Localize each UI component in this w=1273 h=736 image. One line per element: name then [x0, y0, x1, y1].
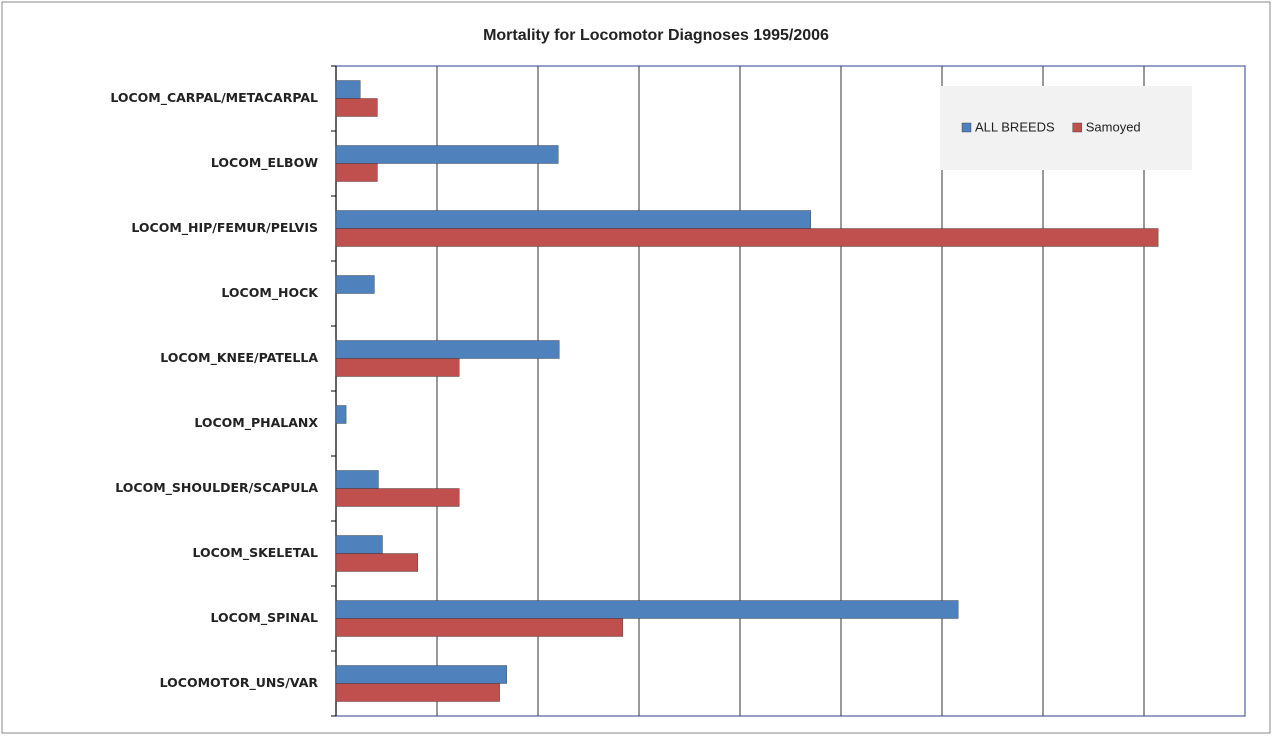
bar — [335, 488, 460, 507]
y-tick-label: LOCOM_SHOULDER/SCAPULA — [115, 480, 318, 496]
legend-label: Samoyed — [1086, 119, 1141, 134]
bar — [335, 535, 383, 554]
bar — [335, 98, 378, 117]
y-tick-label: LOCOM_SPINAL — [210, 610, 318, 626]
legend-swatch — [961, 122, 972, 133]
bar — [335, 618, 624, 637]
bar — [335, 210, 811, 229]
chart-title: Mortality for Locomotor Diagnoses 1995/2… — [483, 27, 829, 44]
legend-label: ALL BREEDS — [975, 119, 1055, 134]
y-tick-label: LOCOM_HOCK — [221, 285, 319, 301]
bar — [335, 145, 559, 164]
bar — [335, 600, 959, 619]
y-tick-label: LOCOM_PHALANX — [194, 415, 318, 431]
bar — [335, 163, 378, 182]
bar — [335, 228, 1159, 247]
y-tick-label: LOCOM_KNEE/PATELLA — [160, 350, 318, 366]
bar — [335, 340, 560, 359]
bar — [335, 358, 460, 377]
y-tick-label: LOCOM_ELBOW — [211, 155, 318, 171]
legend-box — [940, 86, 1192, 170]
bar — [335, 405, 347, 424]
legend-swatch — [1072, 122, 1082, 133]
bar — [335, 275, 375, 294]
bar — [335, 80, 361, 99]
y-tick-label: LOCOMOTOR_UNS/VAR — [160, 675, 319, 691]
bar — [335, 683, 500, 702]
y-tick-label: LOCOM_SKELETAL — [192, 545, 318, 561]
bar — [335, 665, 507, 684]
bar — [335, 470, 379, 489]
bar — [335, 553, 419, 572]
y-tick-label: LOCOM_CARPAL/METACARPAL — [110, 90, 318, 106]
y-tick-label: LOCOM_HIP/FEMUR/PELVIS — [131, 220, 318, 236]
